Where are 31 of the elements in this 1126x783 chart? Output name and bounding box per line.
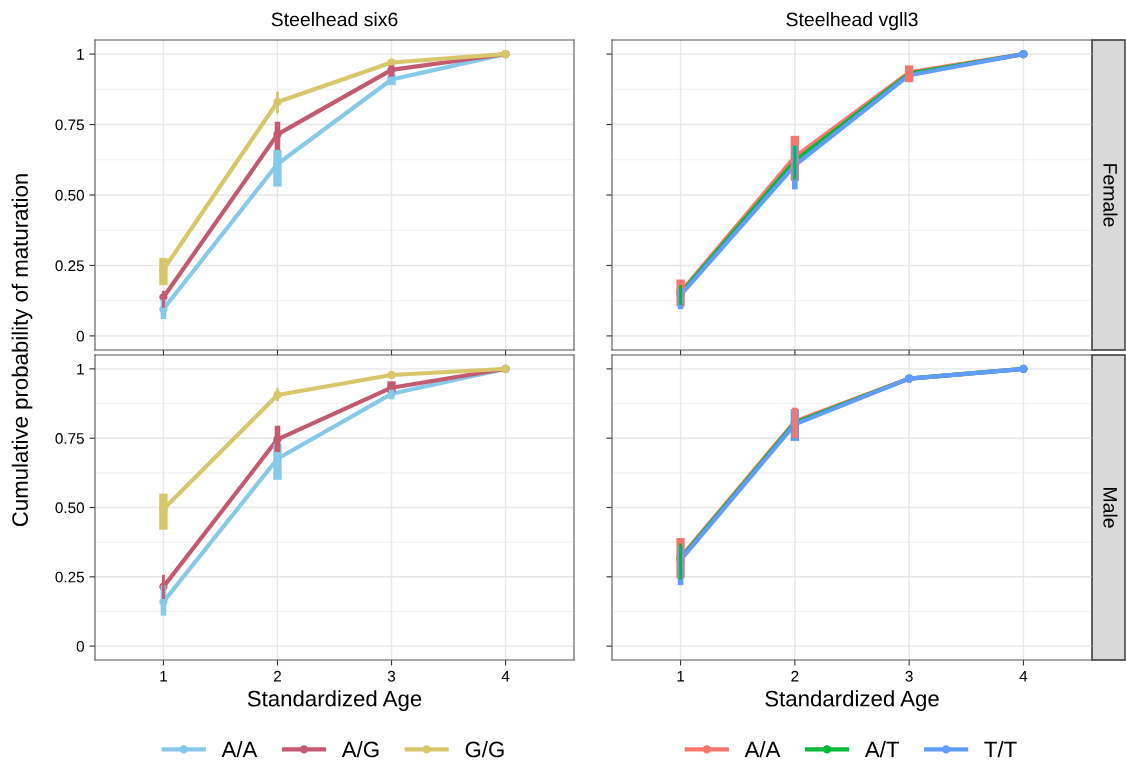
- x-tick-label: 3: [387, 670, 396, 682]
- chart-title: Steelhead six6: [271, 12, 398, 27]
- y-axis-title: Cumulative probability of maturation: [11, 174, 33, 527]
- x-tick-label: 4: [501, 670, 510, 682]
- x-axis-title: Standardized Age: [247, 690, 422, 711]
- y-tick-label: 1: [77, 49, 84, 60]
- x-tick-label: 2: [274, 670, 281, 682]
- legend-label: A/A: [221, 741, 258, 758]
- x-tick-label: 2: [791, 670, 799, 682]
- legend-label: A/A: [744, 741, 781, 758]
- x-tick-label: 3: [905, 670, 913, 682]
- legend-label: T/T: [984, 741, 1017, 758]
- x-axis-title: Standardized Age: [765, 690, 939, 711]
- y-tick-label: 0.25: [55, 571, 84, 583]
- y-tick-label: 0: [76, 641, 84, 652]
- x-tick-label: 1: [677, 670, 685, 682]
- y-tick-label: 1: [77, 363, 84, 375]
- legend-label: A/G: [341, 741, 379, 758]
- y2-axis-title: Female: [1103, 164, 1118, 227]
- chart-title: Steelhead vgll3: [786, 12, 918, 31]
- y-tick-label: 0.50: [55, 189, 84, 201]
- legend-label: G/G: [465, 741, 504, 758]
- y2-axis-title: Male: [1103, 488, 1118, 528]
- legend-label: A/T: [864, 741, 899, 758]
- y-tick-label: 0.25: [55, 260, 84, 272]
- y-tick-label: 0.75: [55, 433, 84, 444]
- x-tick-label: 1: [160, 670, 167, 682]
- x-tick-label: 4: [1019, 670, 1028, 682]
- y-tick-label: 0.50: [55, 502, 84, 514]
- y-tick-label: 0.75: [55, 119, 84, 131]
- y-tick-label: 0: [76, 330, 84, 342]
